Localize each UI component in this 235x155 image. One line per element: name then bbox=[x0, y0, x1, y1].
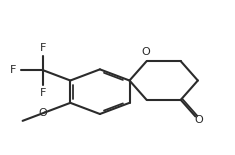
Text: O: O bbox=[195, 115, 203, 125]
Text: F: F bbox=[10, 65, 17, 75]
Text: F: F bbox=[40, 88, 46, 98]
Text: F: F bbox=[40, 43, 46, 53]
Text: O: O bbox=[141, 47, 150, 57]
Text: O: O bbox=[39, 108, 47, 118]
